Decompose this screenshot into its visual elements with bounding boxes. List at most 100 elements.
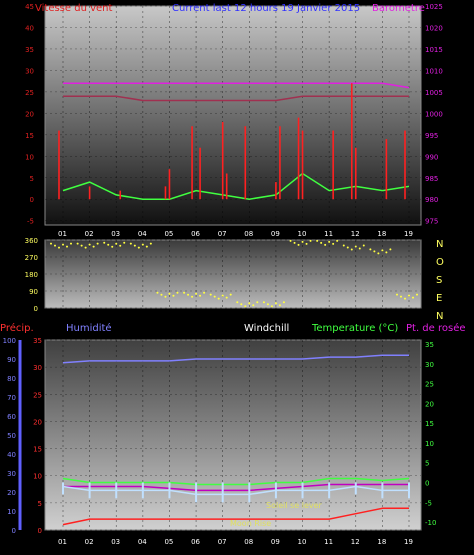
direction-point: [320, 241, 323, 244]
y-tick-temp: 20: [425, 400, 434, 408]
y-tick-wind: 5: [30, 175, 34, 183]
x-tick-label-bottom: 06: [191, 538, 200, 546]
direction-point: [369, 248, 372, 251]
y-tick-temp: 35: [425, 341, 434, 349]
y-tick-wind: 40: [25, 24, 34, 32]
y-tick-temp: 5: [425, 460, 429, 468]
y-tick-precip: 20: [7, 489, 16, 497]
wind-grid: [45, 5, 421, 225]
y-tick-humidity: 5: [38, 500, 42, 508]
direction-point: [191, 295, 194, 298]
direction-point: [278, 304, 281, 307]
direction-point: [62, 243, 64, 246]
y-tick-temp: -10: [425, 519, 436, 527]
direction-point: [50, 242, 52, 245]
y-tick-baro: 990: [425, 153, 438, 161]
y-tick-baro: 1025: [425, 3, 443, 11]
y-tick-direction: 90: [29, 288, 38, 296]
x-tick-label-top: 05: [164, 230, 173, 238]
direction-point: [58, 246, 60, 249]
direction-point: [416, 293, 418, 296]
y-tick-temp: 25: [425, 381, 434, 389]
direction-point: [240, 303, 243, 306]
temp-axis-label: Temperature (°C): [311, 323, 398, 334]
y-tick-direction: 0: [34, 305, 38, 313]
direction-point: [332, 242, 335, 245]
y-tick-baro: 985: [425, 175, 438, 183]
direction-point: [324, 243, 327, 246]
direction-point: [149, 242, 152, 245]
direction-point: [156, 291, 159, 294]
series-humidit-: [62, 354, 409, 364]
direction-point: [133, 244, 136, 247]
direction-point: [282, 301, 285, 304]
direction-point: [354, 245, 357, 248]
y-tick-precip: 100: [3, 337, 16, 345]
x-tick-label-bottom: 08: [244, 538, 253, 546]
direction-point: [76, 242, 79, 245]
direction-point: [244, 305, 247, 308]
x-tick-label-top: 07: [218, 230, 227, 238]
direction-point: [274, 302, 277, 305]
y-tick-baro: 1010: [425, 67, 443, 75]
direction-point: [199, 294, 202, 297]
y-tick-baro: 975: [425, 218, 438, 226]
axis-ticks: 0101020203030404050506060707080809091010…: [3, 3, 443, 546]
y-tick-temp: -5: [425, 499, 432, 507]
x-tick-label-bottom: 05: [164, 538, 173, 546]
y-tick-baro: 1020: [425, 24, 443, 32]
y-tick-humidity: 35: [33, 337, 42, 345]
direction-point: [377, 252, 380, 255]
x-tick-label-top: 01: [58, 230, 67, 238]
y-tick-baro: 1005: [425, 89, 443, 97]
y-tick-wind: -5: [27, 218, 34, 226]
direction-point: [389, 248, 392, 251]
direction-point: [236, 301, 239, 304]
y-tick-precip: 0: [12, 527, 16, 535]
compass-s: S: [436, 275, 442, 286]
x-tick-label-top: 06: [191, 230, 200, 238]
temp-panel: [44, 339, 422, 531]
wind-panel: [44, 5, 422, 226]
compass-n-bottom: N: [436, 311, 443, 322]
wind-axis-label: Vitesse du vent: [35, 3, 112, 14]
y-tick-precip: 10: [7, 508, 16, 516]
direction-point: [183, 291, 186, 294]
direction-point: [297, 243, 300, 246]
x-tick-label-top: 02: [85, 230, 94, 238]
y-tick-baro: 1000: [425, 110, 443, 118]
y-tick-precip: 90: [7, 356, 16, 364]
y-tick-precip: 80: [7, 375, 16, 383]
series-pr-cip-: [62, 507, 409, 526]
y-tick-direction: 180: [25, 271, 38, 279]
precip-axis-label: Précip.: [0, 322, 34, 334]
y-tick-wind: 30: [25, 67, 34, 75]
direction-panel: [44, 239, 422, 309]
x-tick-label-bottom: 19: [404, 538, 413, 546]
period-title: Current last 12 hours 19 Janvier 2015: [172, 3, 360, 14]
direction-point: [160, 293, 163, 296]
direction-point: [96, 242, 99, 245]
y-tick-temp: 10: [425, 440, 434, 448]
x-tick-label-bottom: 10: [298, 538, 307, 546]
direction-point: [266, 303, 269, 306]
direction-point: [129, 242, 132, 245]
y-tick-temp: 15: [425, 420, 434, 428]
direction-point: [84, 246, 87, 249]
x-tick-label-top: 10: [298, 230, 307, 238]
y-tick-precip: 70: [7, 394, 16, 402]
series-temperature-c-: [62, 477, 410, 486]
direction-point: [396, 293, 398, 296]
direction-point: [373, 250, 376, 253]
windchill-label: Windchill: [244, 323, 289, 334]
direction-point: [119, 244, 122, 247]
y-tick-wind: 35: [25, 46, 34, 54]
x-tick-label-bottom: 18: [377, 538, 386, 546]
direction-point: [412, 296, 414, 299]
x-tick-label-top: 12: [351, 230, 360, 238]
direction-point: [80, 244, 83, 247]
compass-e: E: [436, 293, 442, 304]
wind-marks: [58, 82, 410, 200]
direction-point: [229, 293, 232, 296]
